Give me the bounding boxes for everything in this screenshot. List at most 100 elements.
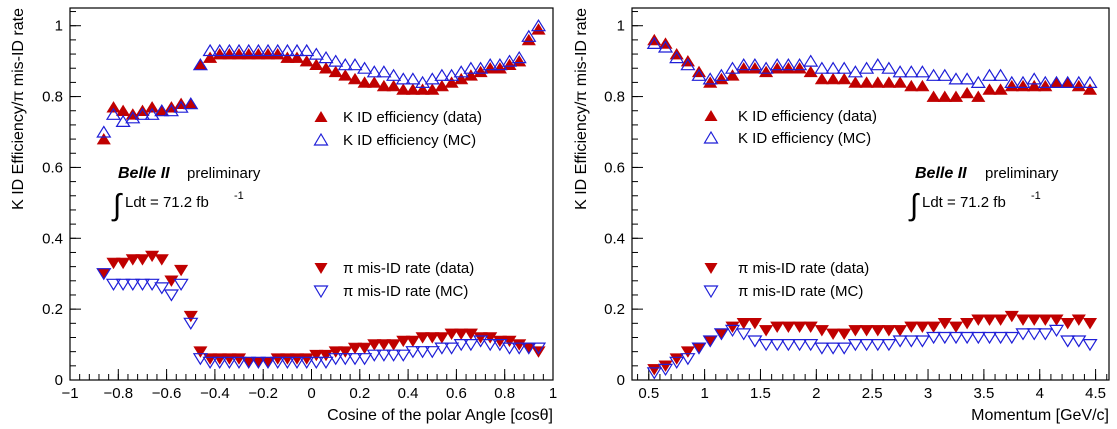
point-k-eff-mc — [993, 68, 1009, 81]
point-k-eff-data — [926, 90, 941, 102]
point-k-eff-data — [357, 76, 372, 88]
y-tick-label: 0.2 — [604, 301, 625, 318]
point-pi-misid-data — [299, 353, 314, 365]
point-pi-misid-mc — [395, 349, 411, 362]
point-k-eff-mc — [173, 100, 189, 113]
point-pi-misid-mc — [713, 328, 729, 341]
point-k-eff-mc — [386, 68, 402, 81]
point-k-eff-mc — [328, 54, 344, 67]
point-pi-misid-data — [747, 317, 762, 330]
x-tick-label: 1 — [549, 385, 557, 402]
point-pi-misid-data — [270, 353, 285, 365]
point-pi-misid-data — [714, 328, 729, 340]
point-k-eff-data — [309, 58, 324, 70]
series-k-eff-data — [96, 23, 546, 145]
point-k-eff-mc — [680, 58, 696, 71]
point-pi-misid-mc — [241, 356, 257, 369]
point-k-eff-mc — [231, 43, 247, 57]
point-pi-misid-data — [357, 342, 372, 355]
point-pi-misid-mc — [492, 339, 508, 352]
point-pi-misid-data — [647, 364, 662, 376]
point-k-eff-mc — [192, 58, 208, 71]
point-pi-misid-mc — [792, 339, 808, 352]
point-pi-misid-mc — [154, 282, 170, 295]
point-pi-misid-mc — [96, 268, 112, 281]
point-k-eff-mc — [847, 65, 863, 78]
x-tick-label: 4 — [1036, 385, 1044, 402]
point-pi-misid-mc — [657, 363, 674, 377]
point-k-eff-mc — [212, 43, 228, 57]
point-k-eff-mc — [163, 104, 179, 117]
point-pi-misid-data — [691, 342, 707, 355]
point-pi-misid-data — [231, 353, 247, 365]
point-k-eff-data — [1038, 79, 1053, 92]
point-pi-misid-data — [483, 332, 498, 344]
point-pi-misid-data — [473, 332, 488, 344]
point-k-eff-data — [483, 62, 498, 74]
y-tick-label: 0.6 — [42, 159, 63, 176]
point-pi-misid-data — [1015, 314, 1031, 326]
point-k-eff-mc — [1082, 75, 1098, 89]
point-pi-misid-mc — [825, 342, 841, 355]
point-pi-misid-data — [183, 310, 198, 323]
point-pi-misid-mc — [318, 356, 334, 369]
point-k-eff-data — [736, 62, 751, 74]
y-tick-label: 0.6 — [604, 159, 625, 176]
point-pi-misid-data — [725, 321, 740, 333]
point-pi-misid-data — [328, 346, 343, 358]
point-k-eff-data — [1082, 83, 1098, 95]
point-k-eff-data — [837, 72, 852, 85]
point-pi-misid-mc — [405, 346, 421, 359]
point-pi-misid-mc — [1015, 328, 1031, 341]
point-k-eff-data — [512, 55, 527, 67]
point-k-eff-mc — [463, 61, 479, 74]
point-k-eff-mc — [1026, 72, 1042, 85]
point-pi-misid-data — [837, 328, 852, 340]
point-pi-misid-data — [904, 321, 919, 333]
point-k-eff-data — [915, 79, 930, 92]
point-pi-misid-mc — [463, 339, 479, 352]
point-k-eff-data — [714, 72, 729, 85]
point-pi-misid-mc — [221, 356, 237, 369]
point-pi-misid-mc — [173, 278, 189, 291]
point-pi-misid-data — [736, 317, 751, 330]
y-tick-label: 0.4 — [42, 230, 63, 247]
legend-marker-k-eff-data — [314, 111, 328, 122]
point-pi-misid-data — [937, 317, 952, 330]
point-k-eff-mc — [1004, 75, 1020, 89]
point-pi-misid-mc — [1071, 335, 1087, 348]
y-tick-label: 0 — [617, 372, 625, 389]
series-pi-misid-mc — [646, 324, 1098, 380]
point-k-eff-mc — [279, 43, 295, 57]
point-pi-misid-data — [145, 250, 160, 263]
x-tick-label: 2 — [812, 385, 820, 402]
point-pi-misid-mc — [250, 356, 266, 369]
x-tick-label: 3 — [924, 385, 932, 402]
point-k-eff-data — [1060, 76, 1075, 88]
point-k-eff-mc — [1060, 75, 1076, 89]
point-pi-misid-data — [859, 325, 874, 337]
point-pi-misid-data — [703, 335, 718, 348]
series-pi-misid-data — [96, 250, 546, 369]
point-pi-misid-mc — [501, 342, 518, 355]
point-k-eff-data — [203, 51, 218, 63]
point-k-eff-data — [502, 58, 517, 70]
point-pi-misid-data — [1004, 310, 1019, 323]
point-k-eff-data — [703, 76, 718, 88]
left-chart-panel: −1 −0.8 −0.6 −0.4 −0.2 0 0.2 0.4 0.6 0.8 1 0 0.2 0.4 0… — [10, 7, 557, 424]
series-k-eff-mc — [646, 36, 1098, 89]
point-pi-misid-mc — [511, 342, 527, 355]
point-k-eff-mc — [836, 61, 852, 74]
point-pi-misid-data — [982, 314, 997, 326]
point-pi-misid-mc — [702, 335, 718, 348]
point-pi-misid-data — [770, 321, 785, 333]
point-k-eff-data — [386, 79, 401, 92]
point-k-eff-mc — [434, 68, 450, 81]
point-pi-misid-mc — [192, 353, 208, 366]
point-k-eff-data — [870, 76, 885, 88]
legend-label-pi-misid-mc: π mis-ID rate (MC) — [738, 283, 863, 300]
legend-marker-pi-misid-mc — [703, 285, 719, 299]
point-pi-misid-data — [848, 325, 863, 337]
point-pi-misid-data — [135, 254, 150, 266]
point-pi-misid-data — [792, 321, 807, 333]
